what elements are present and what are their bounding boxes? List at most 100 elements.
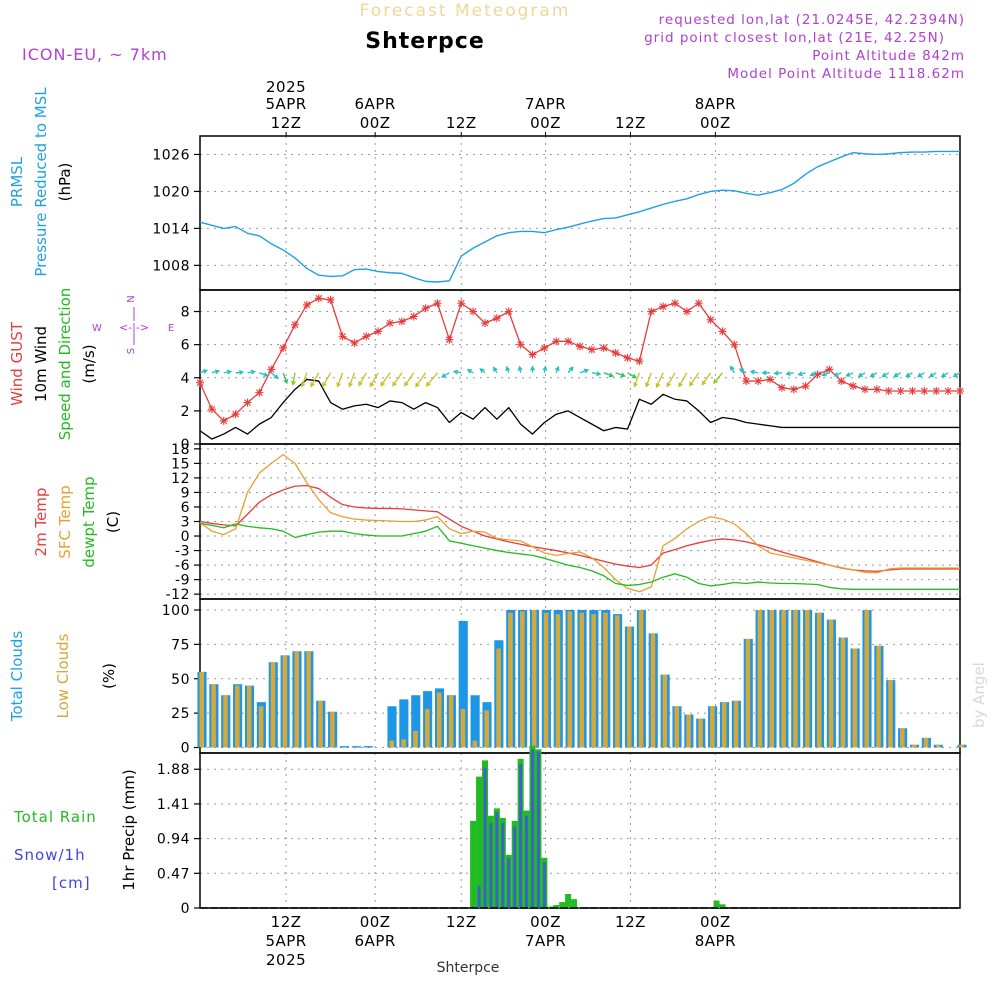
- wind-direction-arrow: [310, 372, 320, 388]
- wind-direction-arrow: [730, 365, 735, 374]
- wind-direction-arrow: [821, 371, 830, 377]
- wind-gust-marker: [944, 387, 953, 396]
- time-label-bottom: 2025: [266, 951, 306, 969]
- cloud-low-bar: [496, 648, 501, 748]
- cloud-low-bar: [816, 612, 822, 748]
- cloud-low-bar: [805, 610, 810, 748]
- cloud-total-bar: [399, 699, 409, 748]
- wind-gust-marker: [587, 345, 596, 354]
- wind-gust-marker: [457, 299, 466, 308]
- wind-direction-arrow: [211, 369, 221, 375]
- cloud-low-bar: [769, 610, 775, 748]
- cloud-low-bar: [401, 739, 406, 748]
- cloud-low-bar: [282, 655, 288, 748]
- temp-sfc-line: [199, 454, 960, 593]
- wind-gust-marker: [540, 343, 549, 352]
- wind-gust-marker: [492, 314, 501, 323]
- wind-gust-marker: [231, 410, 240, 419]
- wind-gust-marker: [552, 337, 561, 346]
- wind-gust-marker: [255, 388, 264, 397]
- pressure-line: [199, 150, 960, 283]
- temp-axis-label: (C): [104, 511, 122, 533]
- wind-direction-arrow: [199, 369, 209, 374]
- precip-snow-bar: [495, 812, 499, 908]
- footer-location: Shterpce: [437, 960, 500, 976]
- cloud-low-bar: [543, 612, 549, 748]
- compass-east: E: [168, 323, 174, 334]
- cloud-low-bar: [508, 612, 513, 748]
- cloud-low-bar: [472, 740, 478, 748]
- wind-gust-marker: [623, 353, 632, 362]
- wind-gust-marker: [362, 332, 371, 341]
- wind-gust-marker: [635, 357, 644, 366]
- wind-direction-arrow: [322, 372, 332, 388]
- precip-snow-bar: [489, 823, 493, 908]
- time-label-top: 12Z: [615, 114, 646, 132]
- precip-rain-bar: [553, 905, 560, 908]
- wind-gust-marker: [647, 307, 656, 316]
- precip-snow-bar: [513, 826, 517, 908]
- time-label-top: 00Z: [700, 114, 731, 132]
- time-label-bottom: 00Z: [700, 913, 731, 931]
- precip-snow-bar: [536, 751, 540, 908]
- wind-gust-marker: [338, 332, 347, 341]
- wind-ytick-label: 4: [181, 371, 190, 387]
- wind-direction-arrow: [223, 369, 233, 375]
- wind-direction-arrow: [336, 372, 344, 388]
- wind-direction-arrow: [415, 372, 427, 388]
- wind-gust-line: [199, 297, 960, 422]
- temp-ytick-label: 12: [171, 471, 190, 487]
- wind-gust-marker: [445, 335, 454, 344]
- wind-direction-arrow: [466, 369, 474, 374]
- clouds-ytick-label: 25: [171, 706, 190, 722]
- wind-gust-marker: [730, 340, 739, 349]
- cloud-low-bar: [686, 714, 691, 748]
- clouds-axis-label: Total Clouds: [8, 631, 26, 723]
- cloud-total-bar: [351, 746, 361, 748]
- cloud-low-bar: [852, 648, 858, 748]
- time-label-top: 6APR: [355, 95, 396, 113]
- wind-gust-marker: [207, 405, 216, 414]
- wind-gust-marker: [386, 319, 394, 328]
- wind-direction-arrow: [554, 365, 560, 374]
- temp-axis-label: 2m Temp: [32, 488, 50, 557]
- wind-gust-marker: [469, 307, 478, 316]
- cloud-low-bar: [294, 651, 300, 748]
- cloud-total-bar: [339, 746, 350, 748]
- temp-ytick-label: -3: [175, 544, 190, 560]
- meteogram-panels: 100810141020102602468-12-9-6-30369121518…: [152, 135, 967, 917]
- wind-direction-arrow: [881, 372, 890, 378]
- time-label-bottom: 12Z: [446, 913, 477, 931]
- wind-direction-arrow: [809, 371, 818, 377]
- wind-gust-marker: [611, 348, 620, 357]
- cloud-low-bar: [900, 728, 905, 748]
- compass-north: N: [126, 295, 137, 302]
- pressure-axis-label: (hPa): [56, 163, 74, 202]
- cloud-low-bar: [258, 706, 264, 748]
- wind-gust-marker: [682, 307, 691, 316]
- cloud-low-bar: [211, 684, 216, 748]
- wind-direction-arrow: [738, 368, 747, 374]
- wind-gust-marker: [908, 387, 917, 396]
- clouds-ytick-label: 0: [181, 741, 190, 757]
- wind-direction-arrow: [833, 372, 842, 377]
- cloud-low-bar: [923, 737, 929, 748]
- cloud-low-bar: [710, 706, 715, 748]
- cloud-low-bar: [626, 626, 632, 748]
- cloud-total-bar: [411, 695, 421, 748]
- wind-ytick-label: 2: [181, 404, 190, 420]
- wind-axis-label: Wind GUST: [8, 321, 26, 406]
- wind-gust-marker: [825, 365, 834, 374]
- wind-direction-arrow: [440, 372, 450, 378]
- pressure-axis-label: PRMSL: [8, 156, 26, 207]
- wind-direction-arrow: [857, 372, 866, 378]
- wind-direction-arrow: [591, 371, 602, 377]
- wind-direction-arrow: [479, 368, 486, 374]
- wind-direction-arrow: [940, 372, 949, 378]
- cloud-low-bar: [959, 744, 965, 748]
- precip-rain-bar: [719, 904, 726, 908]
- cloud-low-bar: [246, 685, 252, 748]
- wind-direction-arrow: [358, 372, 367, 387]
